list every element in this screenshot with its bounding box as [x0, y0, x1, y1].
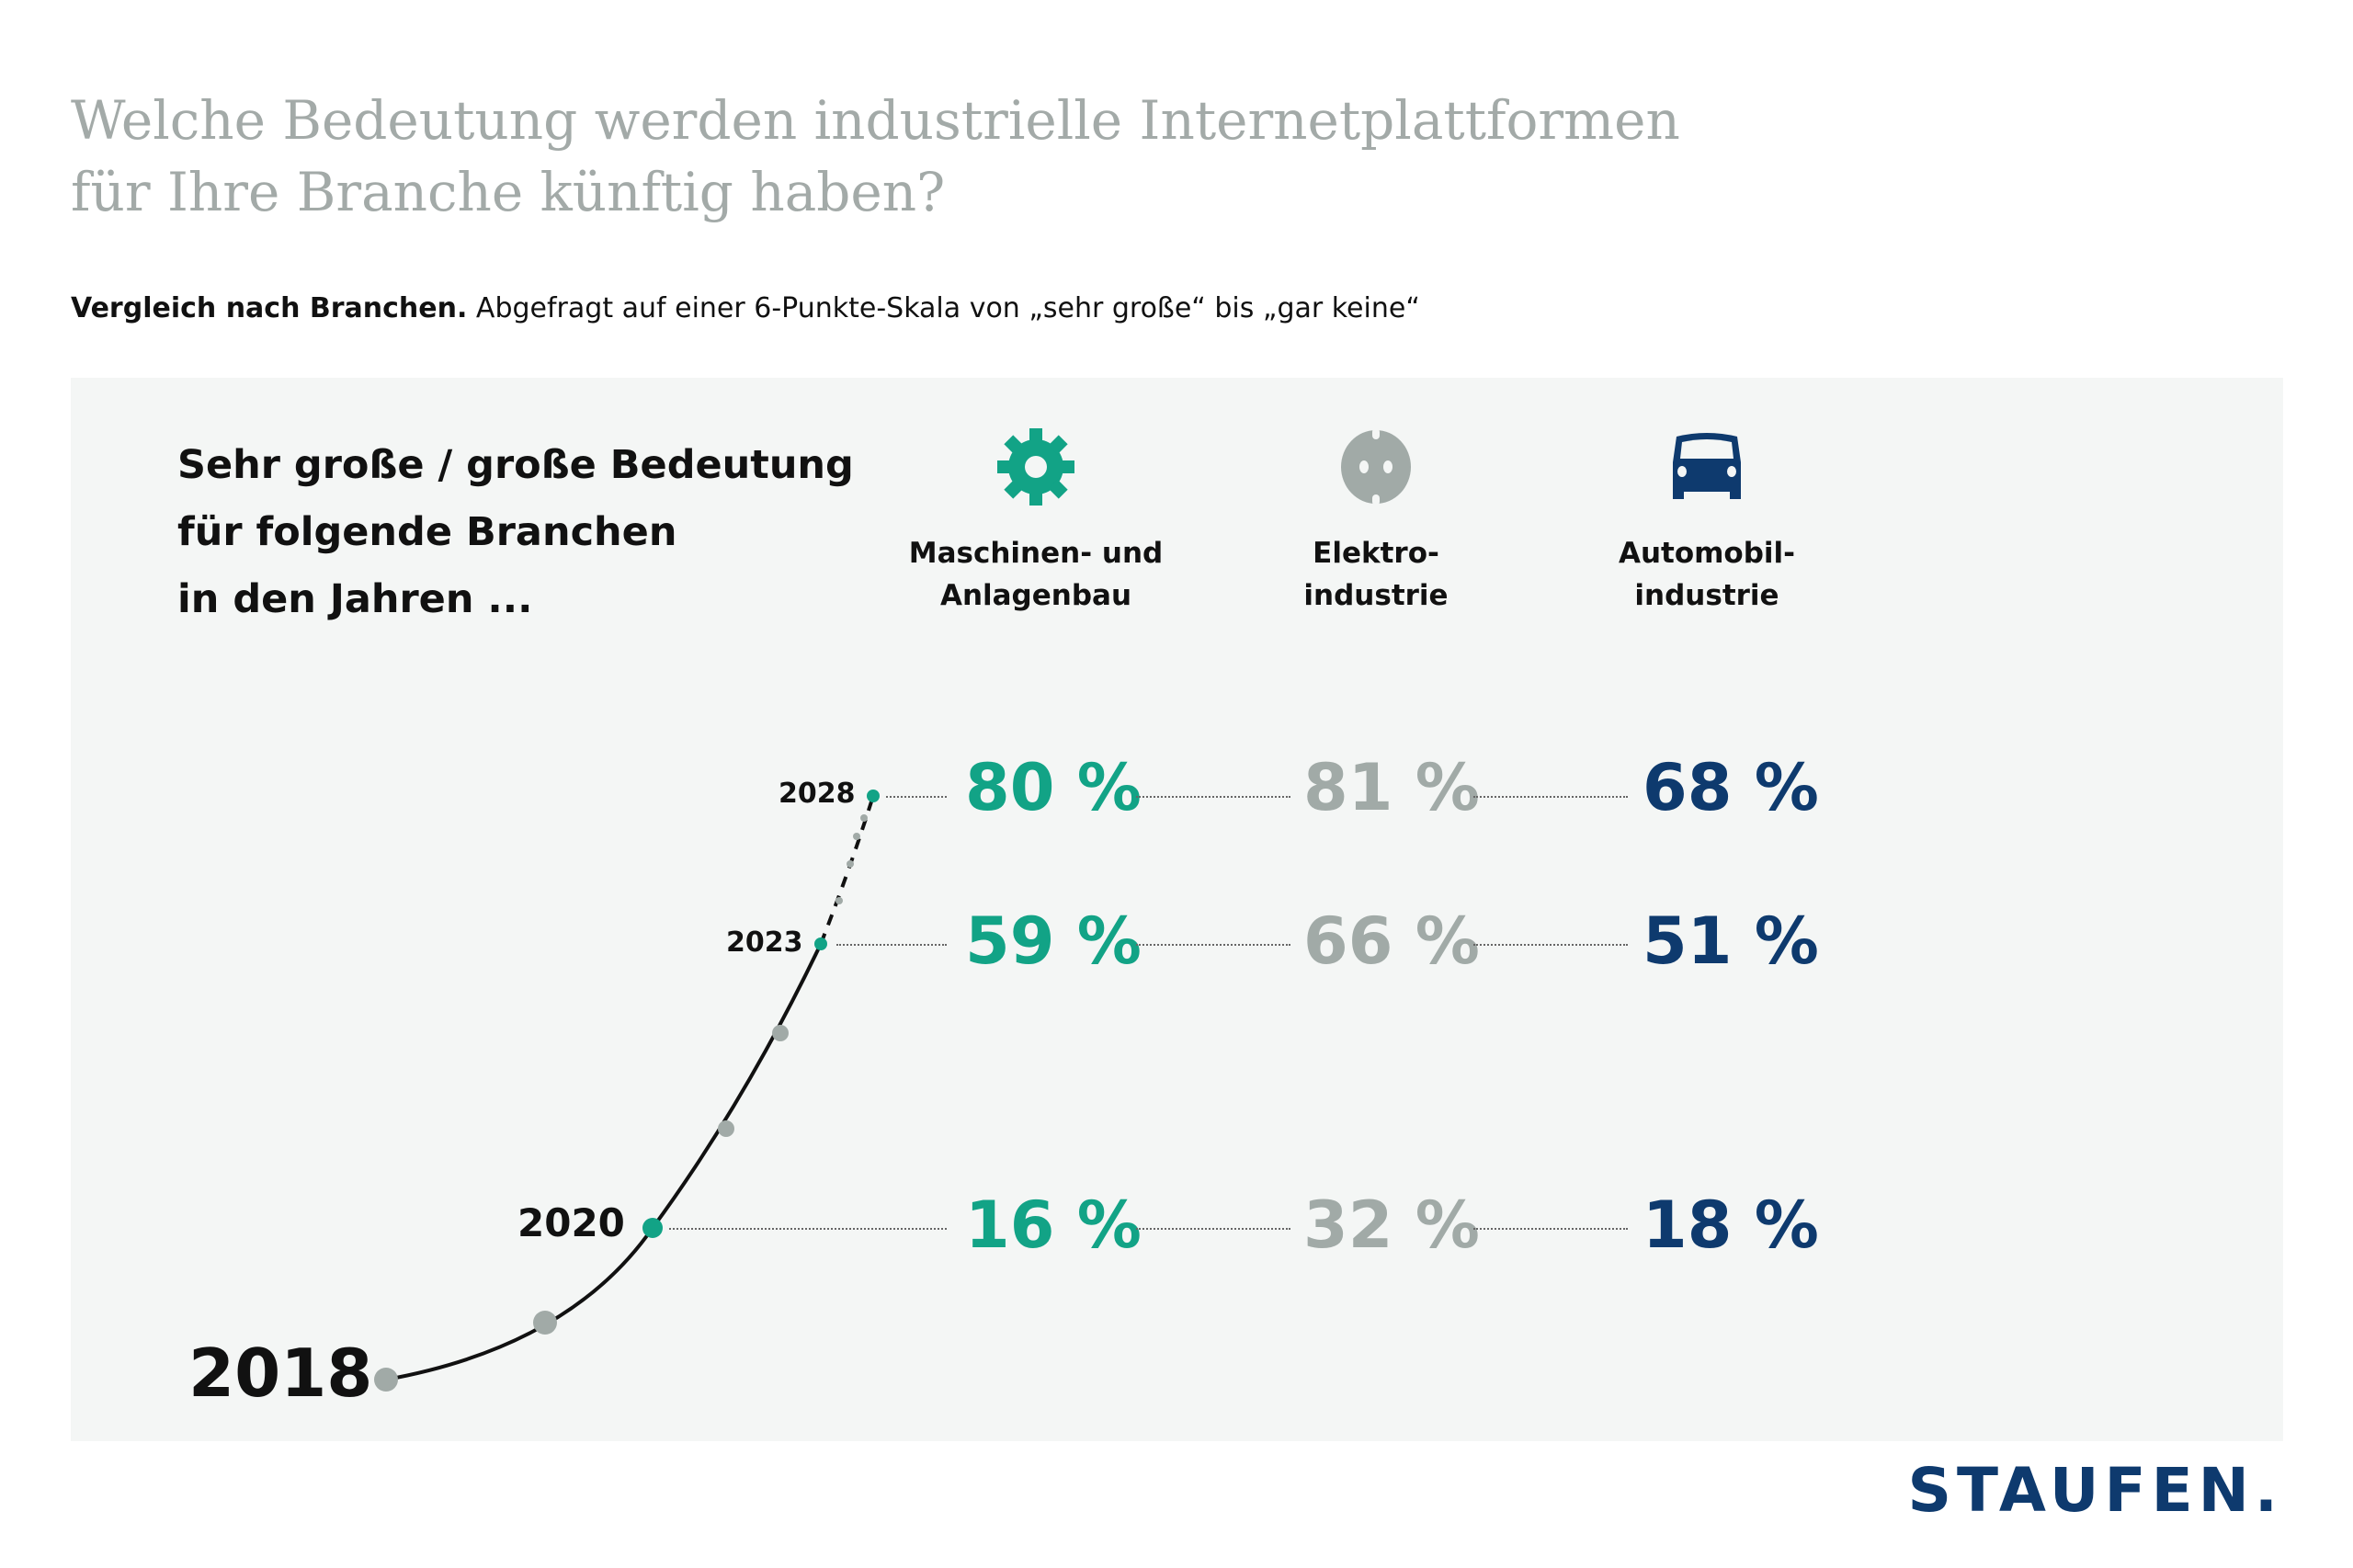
- leader-line: [836, 944, 947, 946]
- column-label-elektro: Elektro-industrie: [1303, 537, 1449, 612]
- leader-line: [1136, 796, 1290, 798]
- leader-line: [1473, 796, 1628, 798]
- panel-heading: Sehr große / große Bedeutung für folgend…: [177, 432, 854, 633]
- leader-line: [1473, 1228, 1628, 1230]
- leader-line: [669, 1228, 947, 1230]
- value-2020-maschinenbau: 16 %: [965, 1187, 1142, 1263]
- year-label-2018: 2018: [188, 1335, 373, 1412]
- subtitle: Vergleich nach Branchen. Abgefragt auf e…: [71, 292, 1420, 324]
- dot-2021: [718, 1120, 734, 1137]
- value-2023-elektro: 66 %: [1303, 903, 1480, 979]
- dot-2025: [847, 860, 854, 868]
- title-line-1: Welche Bedeutung werden industrielle Int…: [71, 89, 1680, 152]
- leader-line: [1136, 1228, 1290, 1230]
- dot-2023: [814, 937, 827, 950]
- dot-2022: [772, 1025, 789, 1041]
- column-label-maschinenbau: Maschinen- und Anlagenbau: [908, 537, 1164, 612]
- title-line-2: für Ihre Branche künftig haben?: [71, 161, 946, 223]
- value-2028-elektro: 81 %: [1303, 750, 1480, 825]
- subtitle-bold: Vergleich nach Branchen.: [71, 292, 468, 324]
- dot-2028: [867, 790, 880, 802]
- value-2028-maschinenbau: 80 %: [965, 750, 1142, 825]
- value-2023-maschinenbau: 59 %: [965, 903, 1142, 979]
- value-2028-automobil: 68 %: [1643, 750, 1819, 825]
- dot-2019: [533, 1311, 557, 1335]
- column-label-automobil: Automobil-industrie: [1618, 537, 1796, 612]
- heading-line-2: für folgende Branchen: [177, 509, 677, 555]
- page-title: Welche Bedeutung werden industrielle Int…: [71, 85, 1680, 228]
- leader-line: [1136, 944, 1290, 946]
- value-2020-elektro: 32 %: [1303, 1187, 1480, 1263]
- gear-icon: [997, 428, 1074, 506]
- year-label-2028: 2028: [779, 778, 856, 810]
- chart-panel: [71, 378, 2283, 1441]
- heading-line-1: Sehr große / große Bedeutung: [177, 442, 854, 488]
- dot-2024: [835, 897, 843, 904]
- leader-line: [1473, 944, 1628, 946]
- subtitle-text: Abgefragt auf einer 6-Punkte-Skala von „…: [467, 292, 1420, 324]
- year-label-2020: 2020: [517, 1200, 625, 1245]
- car-icon: [1673, 433, 1741, 499]
- value-2020-automobil: 18 %: [1643, 1187, 1819, 1263]
- heading-line-3: in den Jahren ...: [177, 576, 533, 622]
- power-socket-icon: [1341, 428, 1411, 506]
- year-label-2023: 2023: [726, 926, 803, 959]
- dot-2027: [860, 814, 868, 822]
- dot-2020: [642, 1218, 663, 1238]
- staufen-logo: STAUFEN.: [1907, 1455, 2283, 1526]
- value-2023-automobil: 51 %: [1643, 903, 1819, 979]
- leader-line: [886, 796, 947, 798]
- curve-solid: [385, 943, 823, 1381]
- dot-2026: [853, 833, 860, 840]
- dot-2018: [374, 1368, 398, 1392]
